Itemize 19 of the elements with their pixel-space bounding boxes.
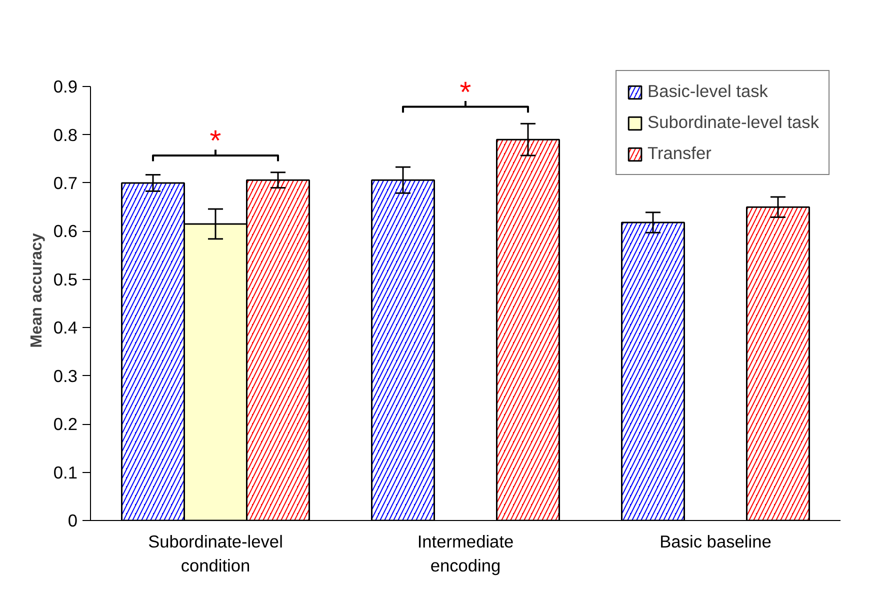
legend-label: Subordinate-level task bbox=[648, 112, 819, 133]
y-tick-label: 0.3 bbox=[53, 366, 78, 386]
y-tick-label: 0.5 bbox=[53, 269, 78, 290]
legend-label: Transfer bbox=[648, 143, 712, 164]
y-tick-label: 0.7 bbox=[53, 172, 78, 193]
y-tick-label: 0.2 bbox=[53, 414, 78, 434]
y-axis-title: Mean accuracy bbox=[28, 233, 46, 348]
y-tick-label: 0.9 bbox=[53, 76, 78, 97]
y-tick-label: 0.6 bbox=[53, 221, 78, 242]
x-tick-label: Basic baseline bbox=[660, 532, 772, 552]
annotation: * bbox=[210, 124, 222, 158]
legend-label: Basic-level task bbox=[648, 81, 768, 102]
x-tick-label: Intermediate encoding bbox=[417, 532, 514, 576]
y-tick-label: 0.1 bbox=[53, 462, 78, 482]
x-tick-label: Subordinate-level condition bbox=[148, 532, 283, 576]
y-tick-label: 0 bbox=[68, 510, 78, 530]
y-tick-label: 0.4 bbox=[53, 318, 78, 338]
annotation: * bbox=[460, 76, 472, 109]
y-tick-label: 0.8 bbox=[53, 124, 78, 145]
